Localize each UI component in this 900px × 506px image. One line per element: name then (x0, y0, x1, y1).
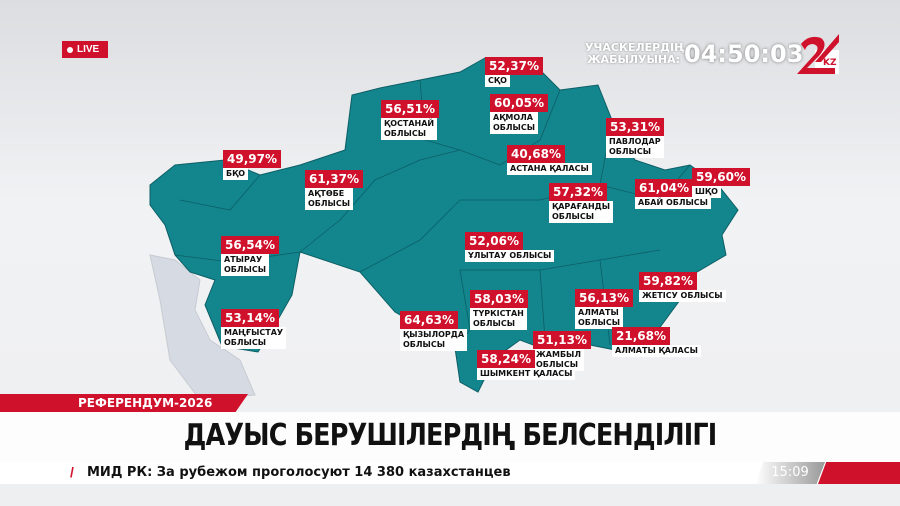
region-turnout: 40,68% (507, 145, 565, 163)
region-turnout: 61,37% (305, 170, 363, 188)
region-turnout: 59,82% (639, 272, 697, 290)
region-name: ҚЫЗЫЛОРДА ОБЛЫСЫ (400, 329, 468, 351)
headline: ДАУЫС БЕРУШІЛЕРДІҢ БЕЛСЕНДІЛІГІ (183, 418, 718, 453)
live-dot-icon (67, 46, 73, 53)
region-turnout: 21,68% (612, 327, 670, 345)
region-label: 49,97% БҚО (223, 148, 281, 180)
region-turnout: 64,63% (400, 311, 458, 329)
region-name: ПАВЛОДАР ОБЛЫСЫ (606, 136, 664, 158)
region-name: АСТАНА ҚАЛАСЫ (507, 163, 592, 175)
region-label: 51,13% ЖАМБЫЛ ОБЛЫСЫ (533, 329, 591, 371)
section-tag: РЕФЕРЕНДУМ-2026 (0, 394, 248, 412)
ticker-slash-icon: / (70, 464, 74, 480)
region-turnout: 56,54% (221, 236, 279, 254)
region-label: 58,24% ШЫМКЕНТ ҚАЛАСЫ (477, 348, 576, 380)
region-label: 52,37% СҚО (485, 55, 543, 87)
region-label: 53,31% ПАВЛОДАР ОБЛЫСЫ (606, 116, 664, 158)
region-turnout: 61,04% (635, 179, 693, 197)
region-label: 61,37% АҚТӨБЕ ОБЛЫСЫ (305, 168, 363, 210)
countdown-label: УЧАСКЕЛЕРДІҢ ЖАБЫЛУЫНА: (585, 41, 685, 66)
region-turnout: 53,31% (606, 118, 664, 136)
region-label: 61,04% АБАЙ ОБЛЫСЫ (635, 177, 711, 209)
clock: 15:09 (755, 462, 825, 484)
region-turnout: 58,24% (477, 350, 535, 368)
region-turnout: 56,13% (575, 289, 633, 307)
region-turnout: 57,32% (549, 183, 607, 201)
region-label: 60,05% АҚМОЛА ОБЛЫСЫ (490, 92, 548, 134)
region-name: БҚО (223, 168, 249, 180)
region-turnout: 53,14% (221, 309, 279, 327)
region-label: 64,63% ҚЫЗЫЛОРДА ОБЛЫСЫ (400, 309, 468, 351)
region-label: 52,06% ҰЛЫТАУ ОБЛЫСЫ (465, 230, 555, 262)
headline-band (0, 412, 900, 462)
channel-logo: KZ (797, 34, 839, 74)
region-label: 58,03% ТҮРКІСТАН ОБЛЫСЫ (470, 288, 528, 330)
region-name: АҚМОЛА ОБЛЫСЫ (490, 112, 538, 134)
region-label: 56,51% ҚОСТАНАЙ ОБЛЫСЫ (381, 98, 439, 140)
region-turnout: 56,51% (381, 100, 439, 118)
live-badge: LIVE (62, 41, 108, 58)
region-turnout: 52,06% (465, 232, 523, 250)
region-label: 57,32% ҚАРАҒАНДЫ ОБЛЫСЫ (549, 181, 614, 223)
region-name: АҚТӨБЕ ОБЛЫСЫ (305, 188, 353, 210)
region-name: ҚОСТАНАЙ ОБЛЫСЫ (381, 118, 438, 140)
region-name: МАҢҒЫСТАУ ОБЛЫСЫ (221, 327, 287, 349)
region-label: 56,54% АТЫРАУ ОБЛЫСЫ (221, 234, 279, 276)
region-label: 40,68% АСТАНА ҚАЛАСЫ (507, 143, 592, 175)
ticker-accent (818, 462, 900, 484)
region-turnout: 49,97% (223, 150, 281, 168)
ticker-text: МИД РК: За рубежом проголосуют 14 380 ка… (87, 465, 511, 480)
region-name: ШҚО (692, 186, 721, 198)
region-label: 59,82% ЖЕТІСУ ОБЛЫСЫ (639, 270, 726, 302)
region-name: АЛМАТЫ ОБЛЫСЫ (575, 307, 623, 329)
news-ticker: / МИД РК: За рубежом проголосуют 14 380 … (0, 462, 900, 484)
region-turnout: 58,03% (470, 290, 528, 308)
region-name: ТҮРКІСТАН ОБЛЫСЫ (470, 308, 527, 330)
region-name: ЖАМБЫЛ ОБЛЫСЫ (533, 349, 584, 371)
region-name: АЛМАТЫ ҚАЛАСЫ (612, 345, 701, 357)
region-label: 53,14% МАҢҒЫСТАУ ОБЛЫСЫ (221, 307, 287, 349)
region-name: АТЫРАУ ОБЛЫСЫ (221, 254, 269, 276)
region-name: ҰЛЫТАУ ОБЛЫСЫ (465, 250, 555, 262)
region-name: АБАЙ ОБЛЫСЫ (635, 197, 711, 209)
region-turnout: 52,37% (485, 57, 543, 75)
countdown-timer: 04:50:03 (684, 40, 804, 68)
region-turnout: 59,60% (692, 168, 750, 186)
live-label: LIVE (77, 44, 100, 55)
svg-text:KZ: KZ (823, 58, 837, 68)
region-turnout: 51,13% (533, 331, 591, 349)
region-name: СҚО (485, 75, 510, 87)
region-name: ШЫМКЕНТ ҚАЛАСЫ (477, 368, 576, 380)
caspian-sea (149, 254, 256, 401)
region-name: ҚАРАҒАНДЫ ОБЛЫСЫ (549, 201, 614, 223)
region-label: 59,60% ШҚО (692, 166, 750, 198)
region-label: 56,13% АЛМАТЫ ОБЛЫСЫ (575, 287, 633, 329)
region-name: ЖЕТІСУ ОБЛЫСЫ (639, 290, 726, 302)
region-turnout: 60,05% (490, 94, 548, 112)
region-label: 21,68% АЛМАТЫ ҚАЛАСЫ (612, 325, 701, 357)
